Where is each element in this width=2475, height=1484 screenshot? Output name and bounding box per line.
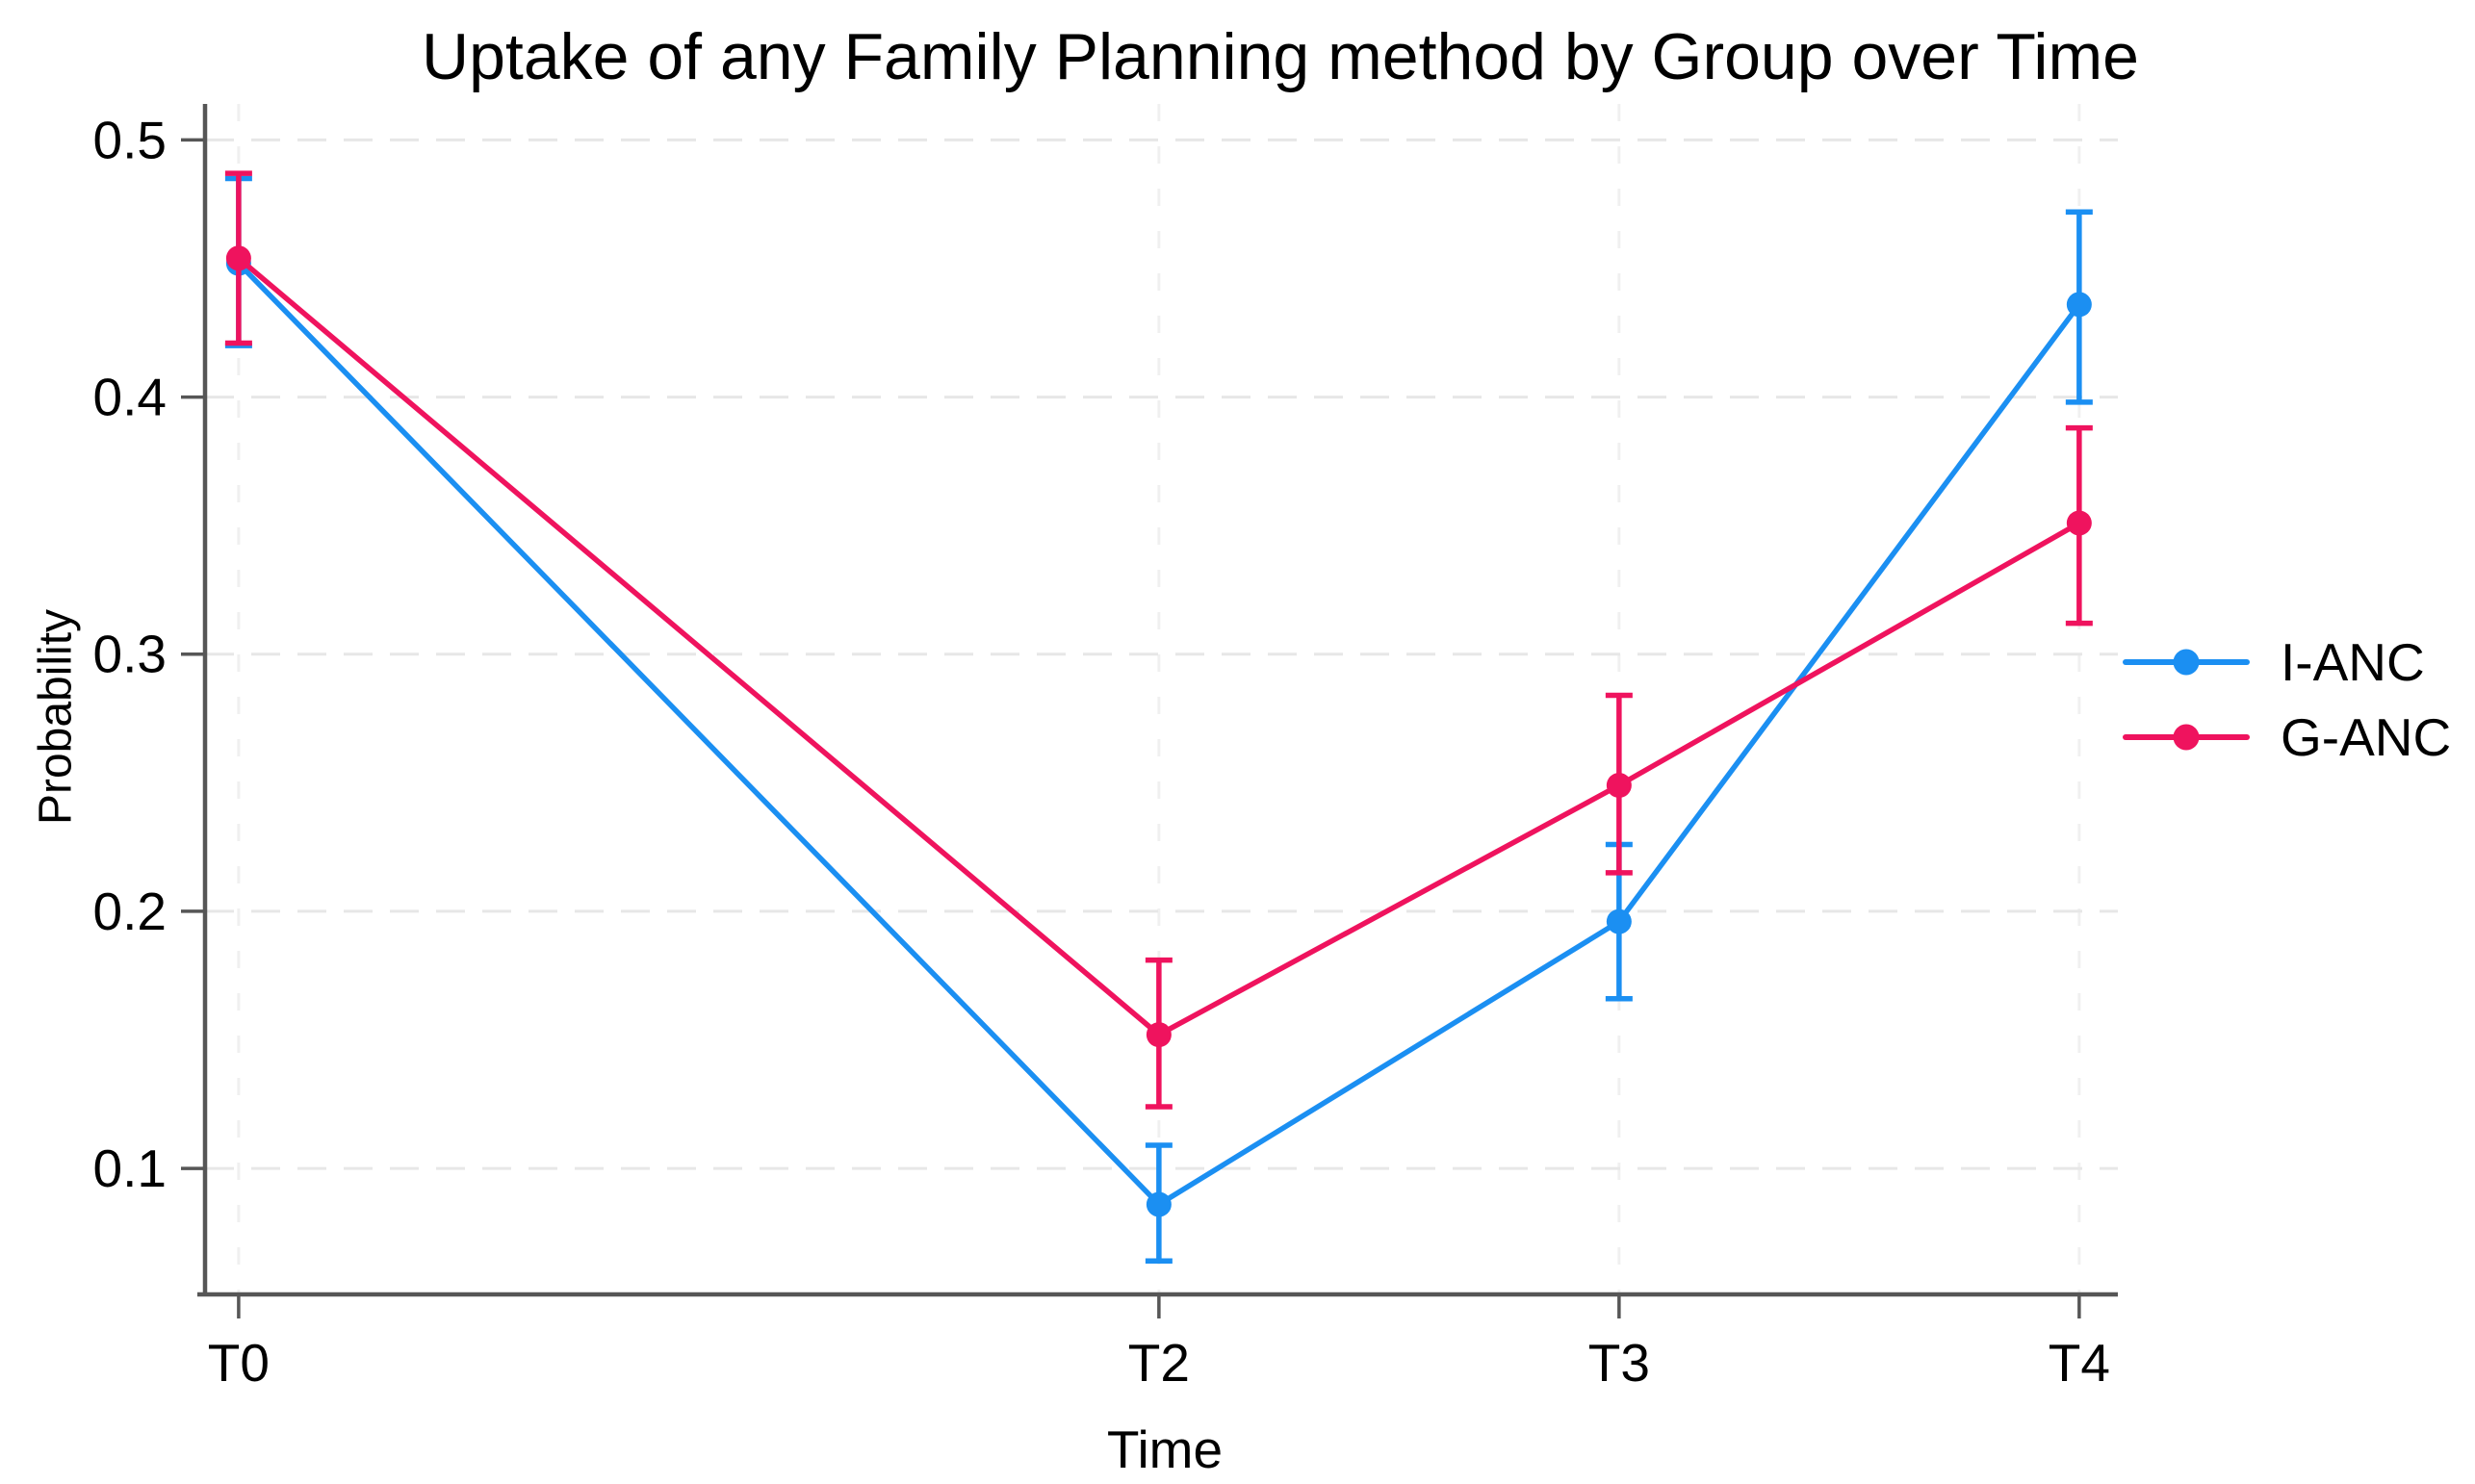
y-tick-label: 0.2 [93, 882, 167, 941]
g-anc-marker [1146, 1022, 1172, 1048]
g-anc-line [237, 256, 2081, 1038]
legend-item-g-anc: G-ANC [2123, 700, 2451, 775]
i-anc-marker [1606, 908, 1632, 934]
x-axis-title: Time [1106, 1420, 1224, 1479]
legend-dot-icon [2173, 724, 2200, 751]
i-anc-line [236, 261, 2082, 1208]
legend: I-ANC G-ANC [2123, 625, 2451, 775]
y-tick-label: 0.4 [93, 368, 167, 427]
legend-item-i-anc: I-ANC [2123, 625, 2451, 700]
g-anc-marker [225, 245, 251, 271]
g-anc-marker [1606, 773, 1632, 799]
legend-label-i-anc: I-ANC [2281, 632, 2425, 692]
i-anc-marker [1146, 1191, 1172, 1217]
x-tick-label: T2 [1128, 1333, 1190, 1393]
x-tick-label: T0 [208, 1333, 270, 1393]
y-tick-label: 0.3 [93, 625, 167, 684]
legend-swatch [2123, 723, 2250, 752]
legend-label-g-anc: G-ANC [2281, 707, 2452, 767]
x-tick-label: T3 [1588, 1333, 1650, 1393]
x-tick-label: T4 [2049, 1333, 2110, 1393]
y-tick-label: 0.5 [93, 110, 167, 169]
legend-swatch [2123, 648, 2250, 677]
legend-dot-icon [2173, 649, 2200, 676]
g-anc-marker [2066, 510, 2092, 536]
y-tick-label: 0.1 [93, 1139, 167, 1198]
chart-title: Uptake of any Family Planning method by … [422, 20, 2139, 93]
i-anc-marker [2066, 292, 2092, 318]
